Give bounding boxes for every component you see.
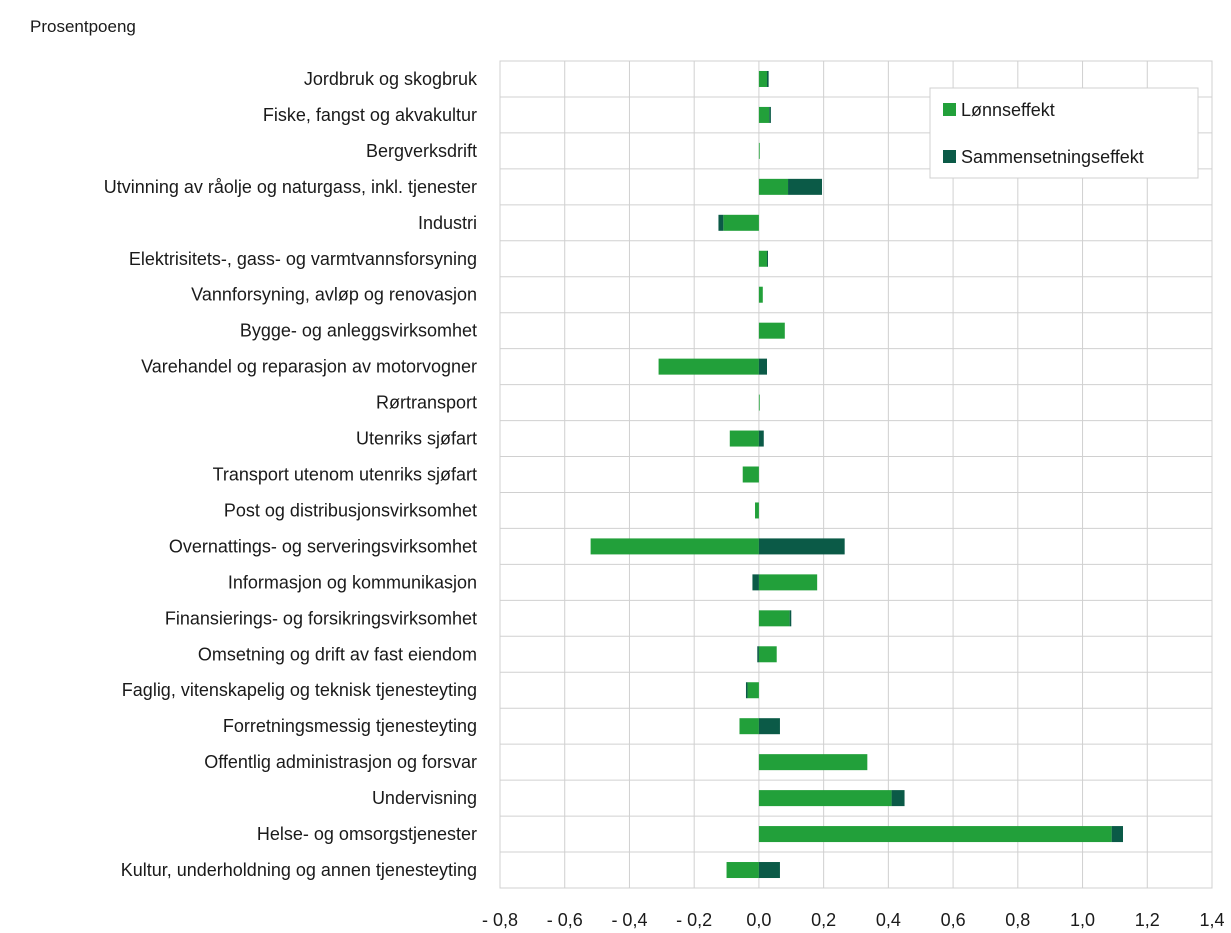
category-label: Fiske, fangst og akvakultur: [263, 105, 477, 125]
legend-swatch-sammensetningseffekt: [943, 150, 956, 163]
bar-segment-lonnseffekt: [726, 862, 759, 879]
category-label: Rørtransport: [376, 393, 477, 413]
x-tick-label: - 0,8: [482, 910, 518, 930]
category-label: Varehandel og reparasjon av motorvogner: [141, 357, 477, 377]
bar-segment-sammensetningseffekt: [718, 214, 724, 231]
gridlines: [499, 61, 1213, 888]
x-tick-label: 0,4: [876, 910, 901, 930]
bar-segment-lonnseffekt: [758, 142, 760, 159]
category-label: Kultur, underholdning og annen tjenestey…: [121, 860, 477, 880]
bar-segment-lonnseffekt: [658, 358, 759, 375]
bar-segment-lonnseffekt: [758, 826, 1112, 843]
category-label: Bergverksdrift: [366, 141, 477, 161]
x-tick-label: - 0,4: [611, 910, 647, 930]
category-label: Informasjon og kommunikasjon: [228, 572, 477, 592]
bar-segment-lonnseffekt: [758, 574, 818, 591]
bar-segment-sammensetningseffekt: [767, 250, 768, 267]
bar-segment-lonnseffekt: [758, 286, 763, 303]
bar-segment-sammensetningseffekt: [758, 358, 767, 375]
category-label: Offentlig administrasjon og forsvar: [204, 752, 477, 772]
unit-label: Prosentpoeng: [30, 17, 136, 36]
bar-segment-sammensetningseffekt: [758, 862, 780, 879]
category-label: Jordbruk og skogbruk: [304, 69, 478, 89]
category-label: Transport utenom utenriks sjøfart: [213, 465, 477, 485]
legend: Lønnseffekt Sammensetningseffekt: [929, 87, 1199, 179]
x-tick-label: 0,0: [746, 910, 771, 930]
x-tick-label: 1,2: [1135, 910, 1160, 930]
bar-segment-lonnseffekt: [758, 250, 767, 267]
bar-segment-lonnseffekt: [758, 646, 777, 663]
bar-segment-sammensetningseffekt: [789, 610, 792, 627]
bar-segment-lonnseffekt: [758, 178, 789, 195]
bar-segment-lonnseffekt: [758, 790, 892, 807]
bar-segment-lonnseffekt: [758, 322, 785, 339]
category-label: Elektrisitets-, gass- og varmtvannsforsy…: [129, 249, 477, 269]
bar-segment-lonnseffekt: [758, 610, 790, 627]
x-tick-label: - 0,2: [676, 910, 712, 930]
x-tick-label: 0,8: [1005, 910, 1030, 930]
x-tick-label: - 0,6: [547, 910, 583, 930]
bars: [590, 70, 1123, 879]
bar-segment-lonnseffekt: [755, 502, 759, 519]
bar-segment-sammensetningseffekt: [758, 718, 780, 735]
category-label: Forretningsmessig tjenesteyting: [223, 716, 477, 736]
x-tick-label: 0,6: [941, 910, 966, 930]
category-label: Industri: [418, 213, 477, 233]
bar-segment-lonnseffekt: [758, 106, 770, 123]
bar-segment-sammensetningseffekt: [758, 538, 845, 555]
bar-segment-lonnseffekt: [758, 754, 868, 771]
category-label: Finansierings- og forsikringsvirksomhet: [165, 608, 477, 628]
category-label: Omsetning og drift av fast eiendom: [198, 644, 477, 664]
bar-segment-sammensetningseffekt: [758, 430, 764, 447]
bar-segment-sammensetningseffekt: [769, 106, 771, 123]
category-label: Post og distribusjonsvirksomhet: [224, 500, 477, 520]
x-tick-label: 1,4: [1199, 910, 1224, 930]
bar-segment-sammensetningseffekt: [757, 646, 759, 663]
category-label: Helse- og omsorgstjenester: [257, 824, 477, 844]
legend-swatch-lonnseffekt: [943, 103, 956, 116]
bar-segment-lonnseffekt: [747, 682, 759, 699]
category-labels: Jordbruk og skogbruk Fiske, fangst og akv…: [104, 69, 478, 880]
category-label: Faglig, vitenskapelig og teknisk tjenest…: [122, 680, 477, 700]
legend-label-lonnseffekt: Lønnseffekt: [961, 100, 1055, 120]
x-axis-tick-labels: - 0,8 - 0,6 - 0,4 - 0,2 0,0 0,2 0,4 0,6 0,8 1,0 1,…: [482, 910, 1225, 930]
bar-segment-sammensetningseffekt: [1111, 826, 1123, 843]
bar-segment-sammensetningseffekt: [752, 574, 759, 591]
x-tick-label: 1,0: [1070, 910, 1095, 930]
bar-segment-lonnseffekt: [729, 430, 759, 447]
bar-segment-lonnseffekt: [742, 466, 759, 483]
category-label: Bygge- og anleggsvirksomhet: [240, 321, 477, 341]
x-tick-label: 0,2: [811, 910, 836, 930]
category-label: Utenriks sjøfart: [356, 429, 477, 449]
bar-segment-lonnseffekt: [739, 718, 759, 735]
bar-segment-sammensetningseffekt: [788, 178, 823, 195]
bar-segment-lonnseffekt: [758, 394, 760, 411]
legend-label-sammensetningseffekt: Sammensetningseffekt: [961, 147, 1144, 167]
bar-segment-sammensetningseffekt: [745, 682, 748, 699]
category-label: Utvinning av råolje og naturgass, inkl. …: [104, 177, 477, 197]
bar-segment-lonnseffekt: [758, 70, 767, 87]
bar-segment-sammensetningseffekt: [891, 790, 905, 807]
category-label: Vannforsyning, avløp og renovasjon: [191, 285, 477, 305]
legend-box: [929, 87, 1199, 179]
bar-segment-sammensetningseffekt: [767, 70, 769, 87]
category-label: Undervisning: [372, 788, 477, 808]
category-label: Overnattings- og serveringsvirksomhet: [169, 536, 477, 556]
bar-segment-lonnseffekt: [590, 538, 759, 555]
bar-segment-lonnseffekt: [723, 214, 759, 231]
